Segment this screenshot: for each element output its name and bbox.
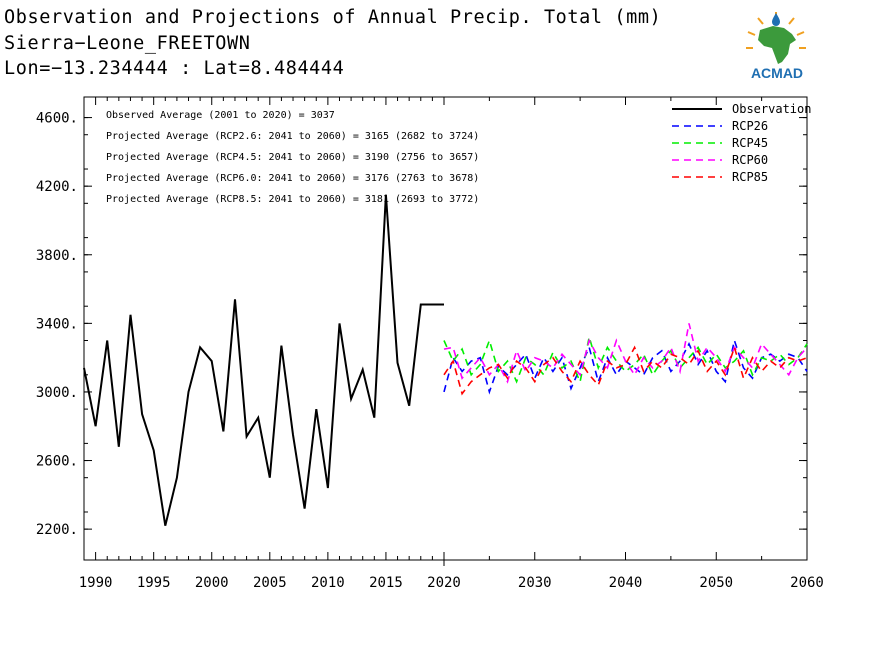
x-axis-ticks: 1990 1995 2000 2005 2010 2015 2020 2030 2040 2050… [79, 97, 824, 591]
plot-frame [83, 96, 808, 561]
y-axis-ticks: 2200. 2600. 3000. 3400. 3800. 4200. 4600. [36, 111, 807, 538]
x-tick-label: 2010 [311, 575, 345, 591]
x-tick-label: 2015 [369, 575, 403, 591]
series-line-observation [83, 194, 444, 526]
x-tick-label: 1990 [79, 575, 113, 591]
average-annotation: Projected Average (RCP8.5: 2041 to 2060)… [106, 194, 479, 205]
y-tick-label: 4600. [36, 111, 78, 127]
africa-map-logo-icon: ACMAD [746, 12, 806, 81]
y-tick-label: 3800. [36, 248, 78, 264]
legend-label-rcp85: RCP85 [732, 170, 768, 184]
x-tick-label: 2030 [518, 575, 552, 591]
x-tick-label: 2005 [253, 575, 287, 591]
acmad-logo: ACMAD [738, 10, 816, 82]
legend: Observation RCP26 RCP45 RCP60 RCP85 [672, 102, 811, 184]
x-tick-label: 2050 [699, 575, 733, 591]
y-tick-label: 2600. [36, 454, 78, 470]
series-line-rcp45 [443, 336, 808, 385]
average-annotation: Observed Average (2001 to 2020) = 3037 [106, 110, 335, 121]
chart-title: Observation and Projections of Annual Pr… [4, 7, 662, 28]
series-line-rcp26 [443, 337, 808, 395]
average-annotation: Projected Average (RCP2.6: 2041 to 2060)… [106, 131, 479, 142]
x-tick-label: 2020 [427, 575, 461, 591]
series-line-rcp85 [443, 344, 808, 396]
legend-label-observation: Observation [732, 102, 811, 116]
average-annotation: Projected Average (RCP6.0: 2041 to 2060)… [106, 173, 479, 184]
annotations: Observed Average (2001 to 2020) = 3037 Pr… [106, 110, 479, 205]
average-annotation: Projected Average (RCP4.5: 2041 to 2060)… [106, 152, 479, 163]
legend-label-rcp26: RCP26 [732, 119, 768, 133]
series-line-rcp60 [443, 323, 808, 384]
y-tick-label: 4200. [36, 179, 78, 195]
y-tick-label: 3000. [36, 385, 78, 401]
x-tick-label: 2040 [609, 575, 643, 591]
coordinates-label: Lon=−13.234444 : Lat=8.484444 [4, 58, 345, 79]
y-tick-label: 3400. [36, 316, 78, 332]
x-tick-label: 2000 [195, 575, 229, 591]
location-label: Sierra−Leone_FREETOWN [4, 33, 251, 54]
africa-shape-icon [758, 26, 796, 64]
x-tick-label: 2060 [790, 575, 824, 591]
logo-text: ACMAD [751, 65, 803, 81]
water-drop-icon [772, 13, 780, 26]
y-tick-label: 2200. [36, 522, 78, 538]
series-layer [83, 194, 808, 526]
x-tick-label: 1995 [137, 575, 171, 591]
legend-label-rcp45: RCP45 [732, 136, 768, 150]
legend-label-rcp60: RCP60 [732, 153, 768, 167]
